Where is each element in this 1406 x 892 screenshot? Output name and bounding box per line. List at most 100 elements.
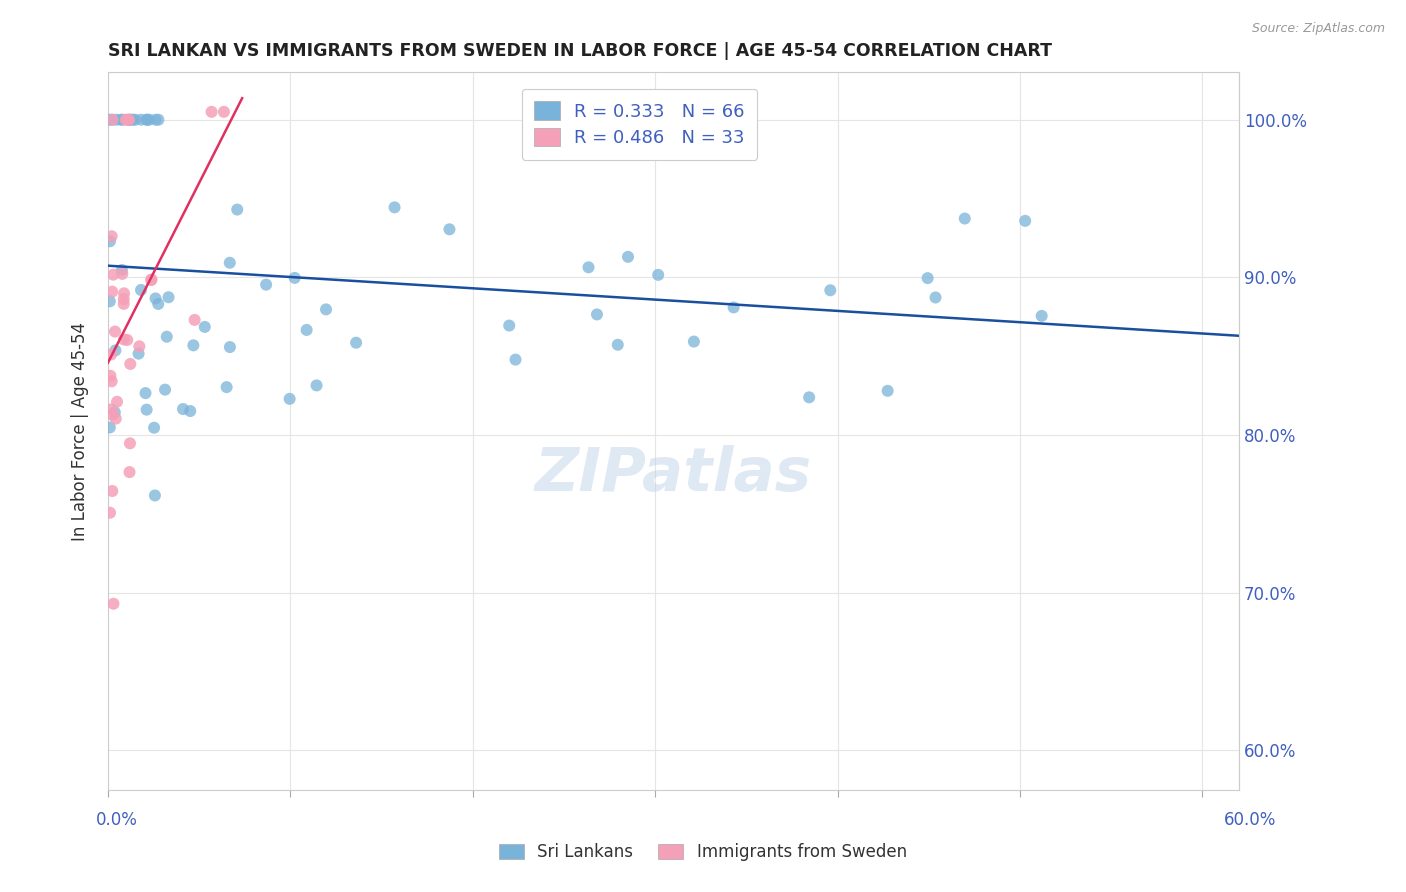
Point	[153, 383, 176, 397]
Point	[498, 318, 520, 333]
Point	[384, 200, 406, 214]
Point	[104, 343, 127, 358]
Point	[100, 368, 122, 383]
Point	[98, 420, 121, 434]
Point	[118, 112, 141, 127]
Point	[439, 222, 461, 236]
Point	[136, 112, 159, 127]
Point	[103, 597, 125, 611]
Point	[100, 229, 122, 244]
Text: 60.0%: 60.0%	[1225, 811, 1277, 829]
Point	[128, 339, 150, 353]
Point	[278, 392, 301, 406]
Y-axis label: In Labor Force | Age 45-54: In Labor Force | Age 45-54	[72, 322, 89, 541]
Point	[617, 250, 640, 264]
Point	[1031, 309, 1053, 323]
Point	[183, 338, 205, 352]
Point	[98, 506, 121, 520]
Point	[114, 112, 136, 127]
Point	[112, 297, 135, 311]
Point	[104, 325, 127, 339]
Point	[98, 112, 121, 127]
Point	[100, 374, 122, 388]
Point	[138, 112, 160, 127]
Point	[112, 292, 135, 306]
Point	[110, 112, 132, 127]
Point	[145, 112, 167, 127]
Text: SRI LANKAN VS IMMIGRANTS FROM SWEDEN IN LABOR FORCE | AGE 45-54 CORRELATION CHAR: SRI LANKAN VS IMMIGRANTS FROM SWEDEN IN …	[108, 42, 1052, 60]
Point	[105, 112, 128, 127]
Point	[157, 290, 180, 304]
Point	[179, 404, 201, 418]
Point	[129, 112, 152, 127]
Point	[183, 313, 205, 327]
Point	[156, 330, 179, 344]
Point	[797, 390, 820, 404]
Point	[145, 292, 167, 306]
Point	[218, 256, 240, 270]
Legend: Sri Lankans, Immigrants from Sweden: Sri Lankans, Immigrants from Sweden	[492, 837, 914, 868]
Point	[143, 488, 166, 502]
Point	[101, 285, 124, 299]
Point	[148, 112, 170, 127]
Point	[1014, 214, 1036, 228]
Point	[578, 260, 600, 275]
Point	[295, 323, 318, 337]
Point	[128, 346, 150, 360]
Point	[254, 277, 277, 292]
Point	[101, 112, 124, 127]
Point	[118, 436, 141, 450]
Point	[315, 302, 337, 317]
Point	[101, 112, 124, 127]
Point	[120, 112, 142, 127]
Point	[112, 333, 135, 347]
Point	[141, 272, 163, 286]
Point	[98, 234, 121, 248]
Point	[101, 408, 124, 422]
Point	[100, 402, 122, 417]
Point	[344, 335, 367, 350]
Point	[200, 104, 222, 119]
Point	[117, 112, 139, 127]
Point	[876, 384, 898, 398]
Point	[305, 378, 328, 392]
Point	[219, 340, 242, 354]
Legend: R = 0.333   N = 66, R = 0.486   N = 33: R = 0.333 N = 66, R = 0.486 N = 33	[522, 88, 758, 160]
Point	[820, 283, 842, 297]
Point	[135, 402, 157, 417]
Point	[505, 352, 527, 367]
Point	[212, 104, 235, 119]
Point	[284, 271, 307, 285]
Point	[121, 112, 143, 127]
Point	[683, 334, 706, 349]
Point	[215, 380, 238, 394]
Point	[103, 268, 125, 282]
Text: ZIPatlas: ZIPatlas	[534, 444, 811, 504]
Point	[104, 411, 127, 425]
Point	[606, 338, 628, 352]
Point	[117, 333, 139, 347]
Point	[148, 297, 170, 311]
Point	[723, 301, 745, 315]
Point	[105, 394, 128, 409]
Point	[100, 347, 122, 361]
Point	[134, 386, 156, 401]
Point	[226, 202, 249, 217]
Point	[98, 294, 121, 309]
Point	[143, 421, 166, 435]
Point	[135, 112, 157, 127]
Point	[924, 290, 946, 304]
Point	[647, 268, 669, 282]
Point	[111, 267, 134, 281]
Point	[172, 402, 194, 417]
Point	[118, 465, 141, 479]
Point	[101, 483, 124, 498]
Point	[917, 271, 939, 285]
Point	[194, 320, 217, 334]
Text: 0.0%: 0.0%	[96, 811, 138, 829]
Point	[124, 112, 146, 127]
Point	[129, 283, 152, 297]
Point	[112, 286, 135, 301]
Text: Source: ZipAtlas.com: Source: ZipAtlas.com	[1251, 22, 1385, 36]
Point	[586, 308, 609, 322]
